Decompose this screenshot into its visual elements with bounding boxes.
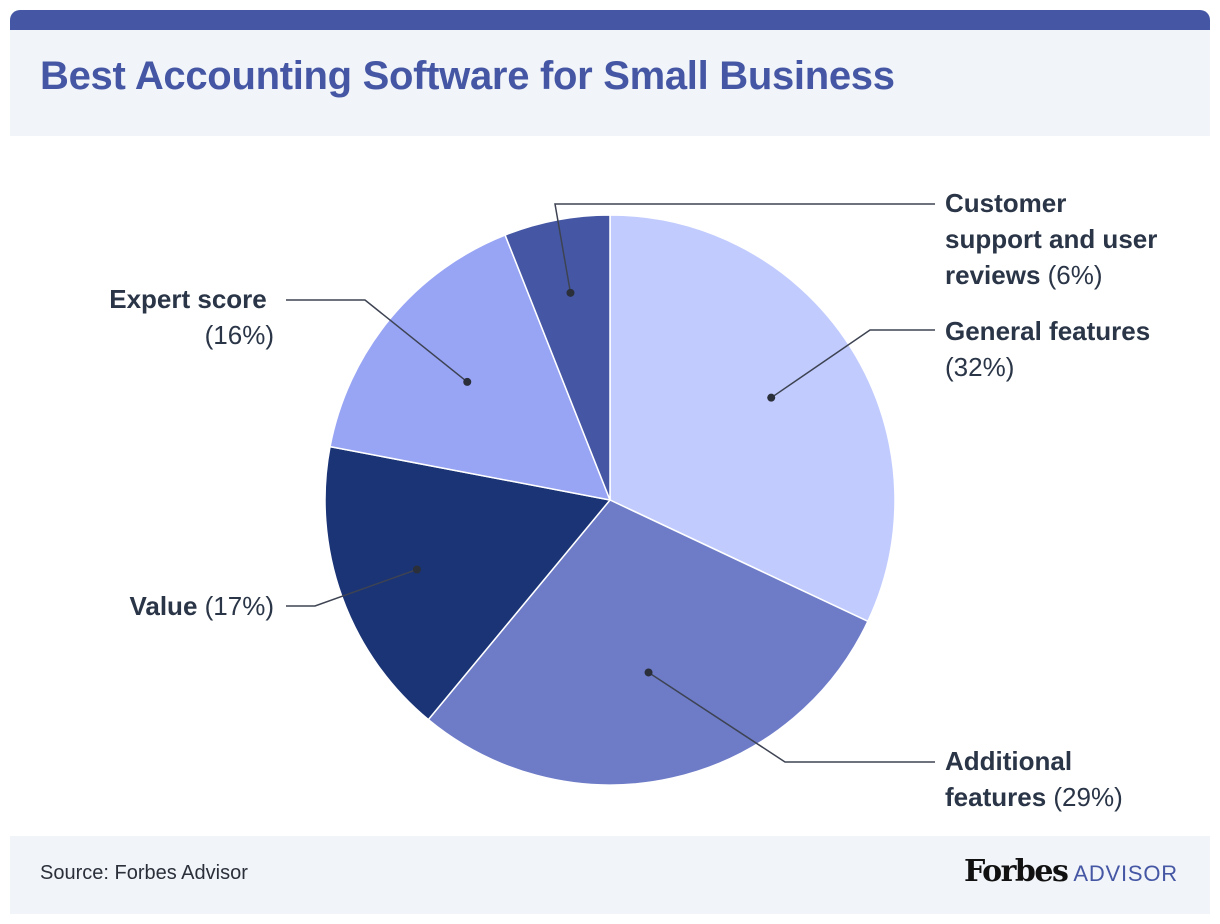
slice-pct-expert-score: (16%) (205, 320, 274, 350)
leader-line-customer-support-and-user-reviews (554, 203, 935, 293)
slice-pct-additional-features: (29%) (1053, 782, 1122, 812)
pie-slice-additional-features (427, 499, 869, 786)
slice-pct-general-features: (32%) (945, 352, 1014, 382)
header: Best Accounting Software for Small Busin… (10, 30, 1210, 136)
slice-label-customer-support: Customer support and user reviews (6%) (945, 188, 1165, 290)
source-note: Source: Forbes Advisor (40, 862, 248, 884)
pie-slices (324, 214, 896, 786)
leader-dot-additional-features (644, 668, 653, 677)
slice-label-expert-score: Expert score (16%) (109, 284, 274, 350)
leader-line-expert-score (286, 299, 468, 383)
slice-pct-value: (17%) (205, 591, 274, 621)
pie-slice-general-features (609, 214, 896, 623)
leader-dot-value (412, 565, 421, 574)
pie-slice-customer-support-and-user-reviews (504, 214, 611, 501)
slice-label-general-features: General features (32%) (945, 316, 1157, 382)
chart-title: Best Accounting Software for Small Busin… (40, 54, 895, 98)
brand-main: Forbes (963, 854, 1069, 889)
leader-dot-customer-support-and-user-reviews (566, 288, 575, 297)
slice-label-additional-features: Additional features (29%) (945, 746, 1123, 812)
brand-sub: ADVISOR (1073, 861, 1178, 886)
pie-slice-expert-score (329, 234, 612, 501)
slice-label-value: Value (17%) (129, 591, 274, 621)
leader-line-additional-features (648, 671, 935, 763)
leader-dot-general-features (767, 393, 776, 402)
leader-lines (286, 203, 935, 763)
leader-dot-expert-score (463, 377, 472, 386)
leader-line-general-features (770, 329, 935, 399)
leader-line-value (286, 568, 418, 607)
footer: Source: Forbes Advisor Forbes ADVISOR (10, 836, 1210, 914)
forbes-advisor-logo: Forbes ADVISOR (964, 854, 1178, 889)
header-accent-bar (10, 10, 1210, 30)
slice-pct-customer-support: (6%) (1048, 260, 1103, 290)
